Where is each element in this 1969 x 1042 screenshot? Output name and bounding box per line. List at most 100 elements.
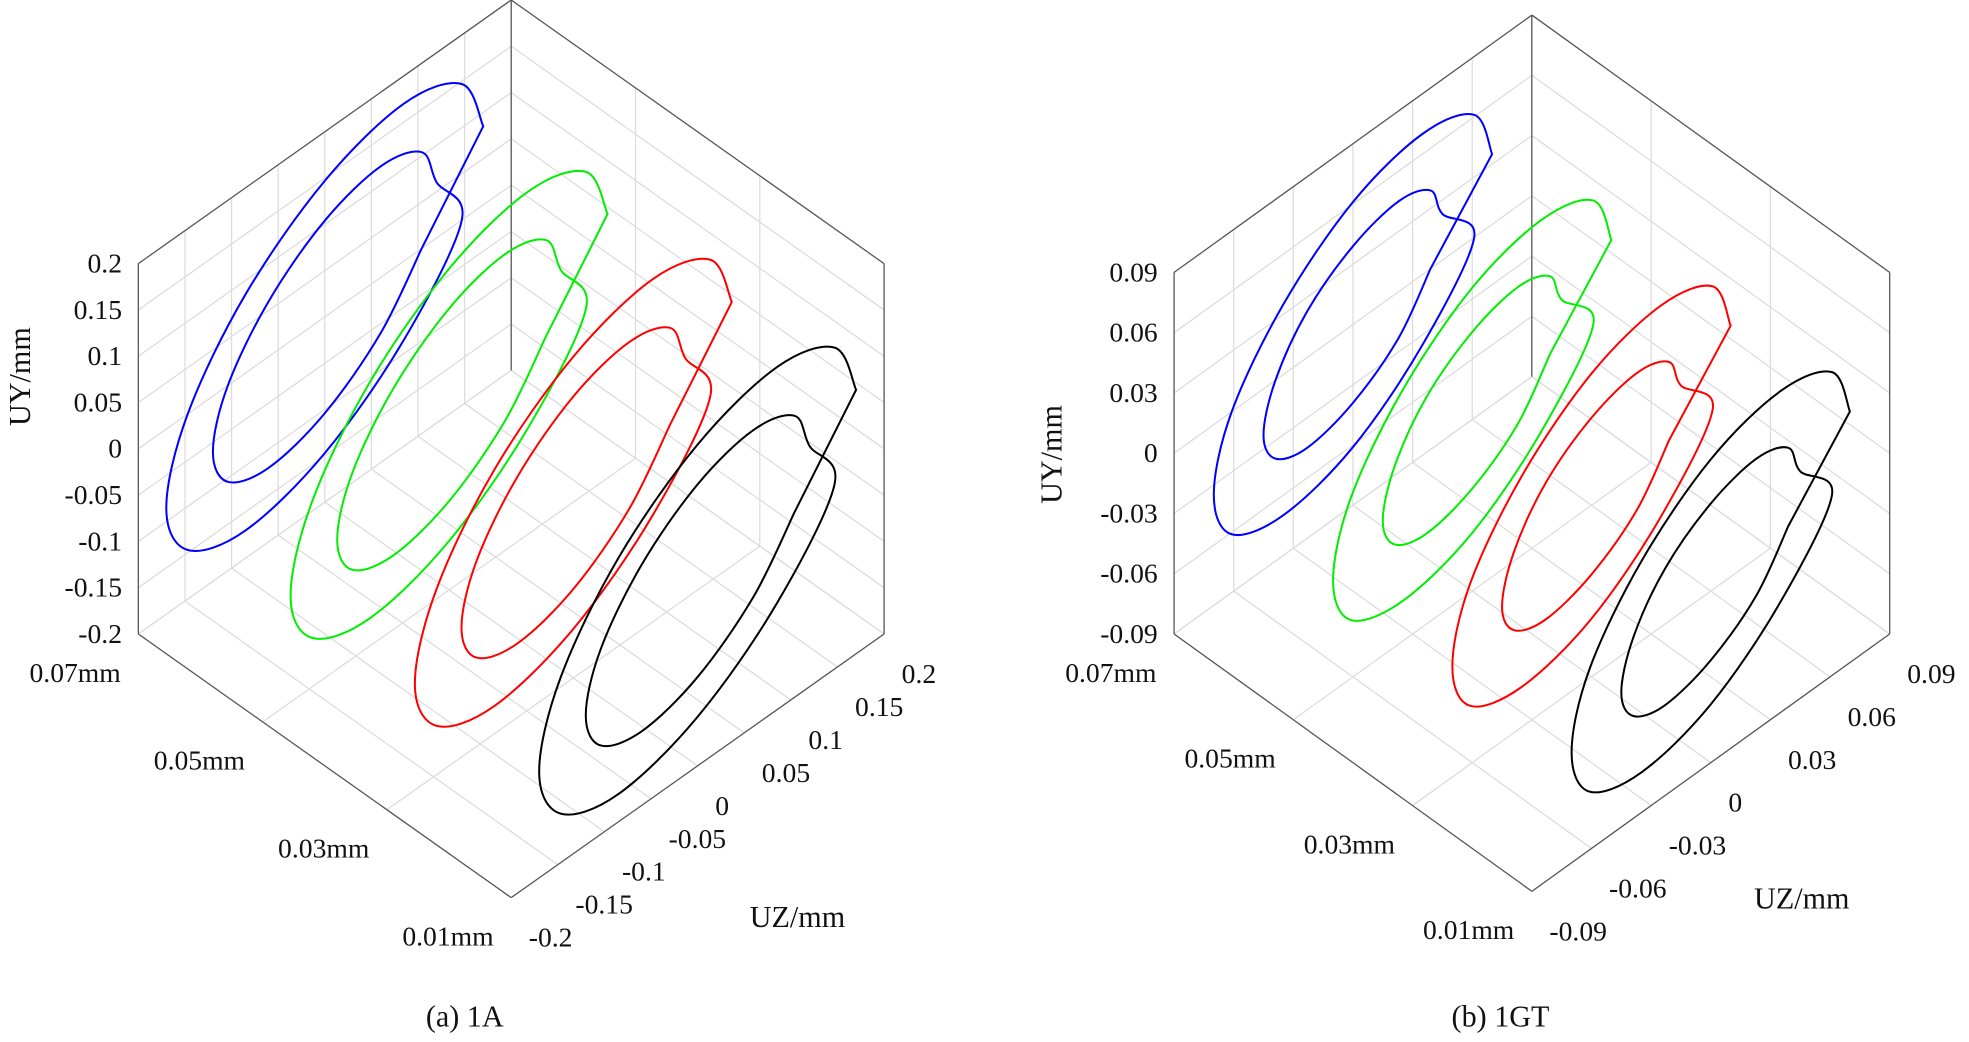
grid-line [510,138,885,404]
box-edge [1173,14,1533,273]
y-tick-label: 0 [108,433,122,464]
grid-line [510,45,885,311]
grid-line [137,323,512,589]
grid-line [510,369,885,635]
z-tick-label: 0.03 [1788,744,1836,775]
z-tick-label: 0.06 [1848,701,1896,732]
x-tick-label: 0.07mm [1065,657,1157,688]
grid-line [277,534,652,800]
grid-line [1531,74,1891,334]
orbit [1212,113,1494,537]
z-tick-label: 0.2 [902,658,937,689]
grid-line [1471,419,1831,678]
y-tick-label: 0.1 [88,340,123,371]
z-tick-label: 0.1 [808,724,843,755]
grid-line [262,457,636,723]
grid-line [1173,135,1533,394]
grid-line [510,323,885,589]
orbit [538,345,858,816]
box-edge [1173,633,1533,892]
y-axis-label: UY/mm [3,327,37,426]
y-tick-label: -0.05 [65,479,123,510]
box-edge [1531,14,1891,273]
y-tick-label: 0.03 [1109,377,1157,408]
y-tick-label: 0 [1144,437,1158,468]
grid-line [137,230,512,496]
z-tick-label: 0 [715,790,729,821]
grid-line [417,435,792,701]
grid-line [1233,590,1592,849]
y-tick-label: -0.1 [78,525,122,556]
grid-line [1292,547,1652,807]
box-edge [510,633,885,899]
z-tick-label: -0.1 [622,856,666,887]
grid-line [510,230,885,496]
z-tick-label: -0.05 [669,823,727,854]
z-axis-label: UZ/mm [1754,881,1849,915]
grid-line [1412,547,1771,807]
box-edge [137,0,512,265]
orbit [1332,198,1613,622]
y-tick-label: -0.06 [1100,558,1158,589]
x-tick-label: 0.07mm [29,657,121,688]
orbit [413,257,733,728]
z-tick-label: 0 [1728,787,1742,818]
orbit [1451,284,1732,708]
x-tick-label: 0.03mm [1304,828,1396,859]
grid-line [371,468,745,734]
x-tick-label: 0.05mm [154,745,246,776]
grid-line [1531,195,1891,454]
grid-line [137,138,512,404]
z-tick-label: -0.06 [1609,872,1667,903]
z-tick-label: -0.09 [1549,915,1607,946]
grid-line [231,567,605,833]
z-tick-label: -0.15 [575,889,633,920]
grid-line [137,369,512,635]
y-tick-label: 0.06 [1109,317,1157,348]
grid-line [1292,461,1652,721]
caption: (a) 1A [426,999,504,1033]
y-tick-label: -0.2 [78,618,122,649]
grid-line [1531,315,1891,575]
z-tick-label: 0.05 [762,757,810,788]
grid-line [1173,376,1533,635]
grid-line [464,402,838,668]
y-tick-label: -0.03 [1100,497,1158,528]
y-tick-label: -0.15 [65,572,123,603]
grid-line [1173,315,1533,575]
grid-line [1173,195,1533,454]
y-tick-label: 0.15 [74,294,122,325]
box-edge [137,633,512,899]
grid-line [1173,74,1533,334]
grid-line [184,600,559,866]
y-tick-label: 0.2 [88,247,123,278]
grid-line [1352,504,1712,764]
grid-line [137,92,512,357]
grid-line [1412,461,1771,721]
grid-line [386,545,761,811]
grid-line [137,184,512,450]
x-tick-label: 0.01mm [1423,914,1515,945]
grid-line [510,277,885,542]
orbit [289,169,609,640]
y-tick-label: -0.09 [1100,618,1158,649]
z-axis-label: UZ/mm [750,900,845,934]
z-tick-label: 0.09 [1907,658,1955,689]
x-tick-label: 0.05mm [1184,743,1276,774]
grid-line [137,277,512,542]
orbit [165,82,485,552]
x-tick-label: 0.03mm [278,833,370,864]
y-tick-label: 0.05 [74,386,122,417]
grid-line [1173,255,1533,514]
grid-line [324,501,698,767]
z-tick-label: 0.15 [855,691,903,722]
grid-line [510,184,885,450]
box-edge [1531,633,1891,892]
grid-line [137,45,512,311]
caption: (b) 1GT [1452,999,1550,1033]
box-edge [510,0,885,265]
y-axis-label: UY/mm [1035,405,1069,504]
grid-line [1531,376,1891,635]
